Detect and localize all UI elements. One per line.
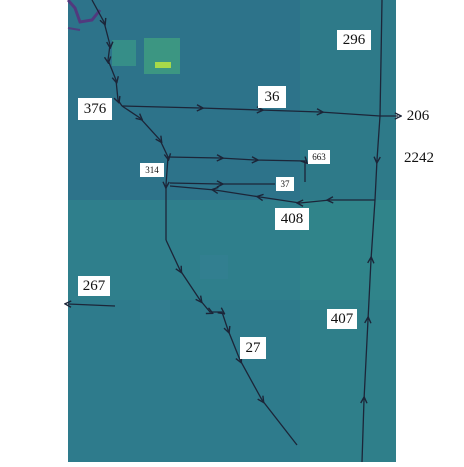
field-parcel: [144, 38, 180, 74]
route-label-206: 206: [406, 107, 430, 124]
route-296: [379, 0, 383, 117]
route-label-376: 376: [78, 98, 112, 120]
field-highlight: [155, 62, 171, 68]
route-label-37: 37: [276, 177, 294, 191]
route-314: [121, 105, 168, 240]
route-407: [362, 199, 376, 463]
route-label-314: 314: [140, 163, 164, 177]
terrain-shade-east: [300, 0, 396, 462]
route-label-27: 27: [240, 337, 266, 359]
route-2242: [375, 115, 380, 201]
route-label-36: 36: [258, 86, 286, 108]
route-36: [121, 106, 381, 117]
route-376: [91, 0, 123, 107]
field-parcel: [112, 40, 136, 66]
water-channel: [66, 0, 102, 24]
route-label-2242: 2242: [404, 149, 434, 166]
route-37: [169, 183, 275, 184]
route-label-663: 663: [308, 150, 330, 164]
route-663: [167, 157, 305, 182]
route-label-407: 407: [327, 309, 357, 329]
water-channel: [67, 27, 81, 31]
route-label-296: 296: [337, 30, 371, 50]
route-408: [169, 185, 375, 203]
route-267: [68, 304, 116, 306]
route-label-267: 267: [78, 276, 110, 296]
field-parcel: [140, 300, 170, 320]
route-27: [165, 239, 298, 446]
field-parcel: [200, 255, 228, 279]
route-label-408: 408: [275, 208, 309, 230]
